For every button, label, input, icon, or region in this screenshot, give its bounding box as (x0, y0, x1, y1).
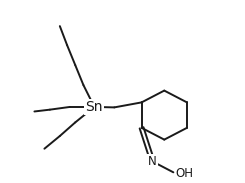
Text: N: N (148, 155, 157, 168)
Text: Sn: Sn (86, 100, 103, 114)
Text: OH: OH (175, 167, 194, 180)
